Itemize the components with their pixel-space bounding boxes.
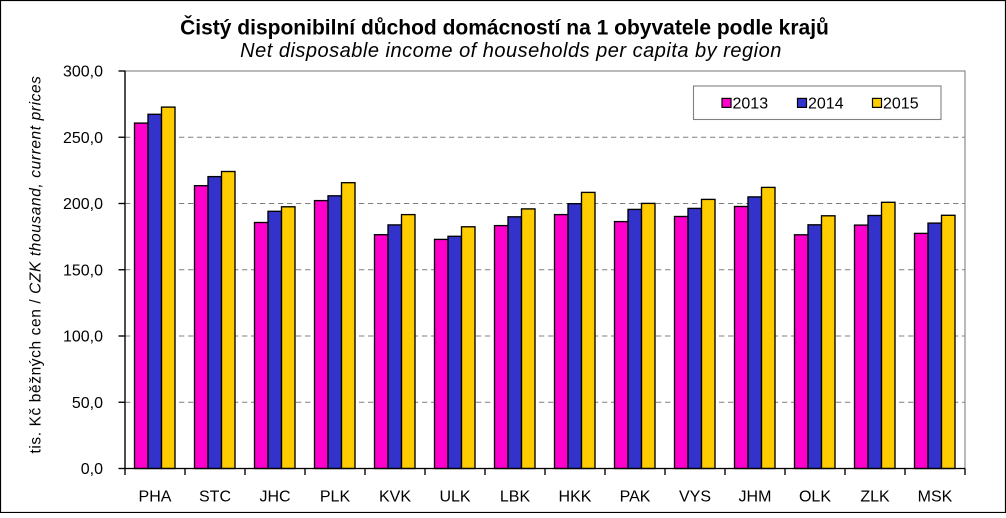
svg-text:MSK: MSK (918, 489, 953, 506)
svg-text:100,0: 100,0 (63, 329, 103, 346)
svg-text:KVK: KVK (379, 489, 411, 506)
svg-text:PAK: PAK (620, 489, 651, 506)
svg-text:150,0: 150,0 (63, 262, 103, 279)
svg-text:tis. Kč běžných cen / CZK thou: tis. Kč běžných cen / CZK thousand, curr… (28, 75, 45, 453)
svg-text:LBK: LBK (500, 489, 531, 506)
svg-text:OLK: OLK (799, 489, 831, 506)
svg-text:PHA: PHA (139, 489, 172, 506)
svg-text:HKK: HKK (559, 489, 592, 506)
svg-text:ULK: ULK (439, 489, 470, 506)
svg-text:JHC: JHC (259, 489, 290, 506)
svg-text:2014: 2014 (808, 96, 844, 113)
svg-text:50,0: 50,0 (72, 395, 103, 412)
svg-text:Čistý disponibilní důchod domá: Čistý disponibilní důchod domácností na … (180, 16, 829, 40)
svg-text:PLK: PLK (320, 489, 351, 506)
svg-text:2015: 2015 (883, 96, 919, 113)
svg-text:250,0: 250,0 (63, 130, 103, 147)
svg-text:2013: 2013 (733, 96, 769, 113)
svg-text:200,0: 200,0 (63, 196, 103, 213)
svg-text:0,0: 0,0 (81, 461, 103, 478)
svg-text:JHM: JHM (739, 489, 772, 506)
svg-text:VYS: VYS (679, 489, 711, 506)
svg-text:STC: STC (199, 489, 231, 506)
svg-text:300,0: 300,0 (63, 64, 103, 81)
svg-text:Net disposable income of house: Net disposable income of households per … (240, 40, 782, 62)
svg-text:ZLK: ZLK (860, 489, 890, 506)
